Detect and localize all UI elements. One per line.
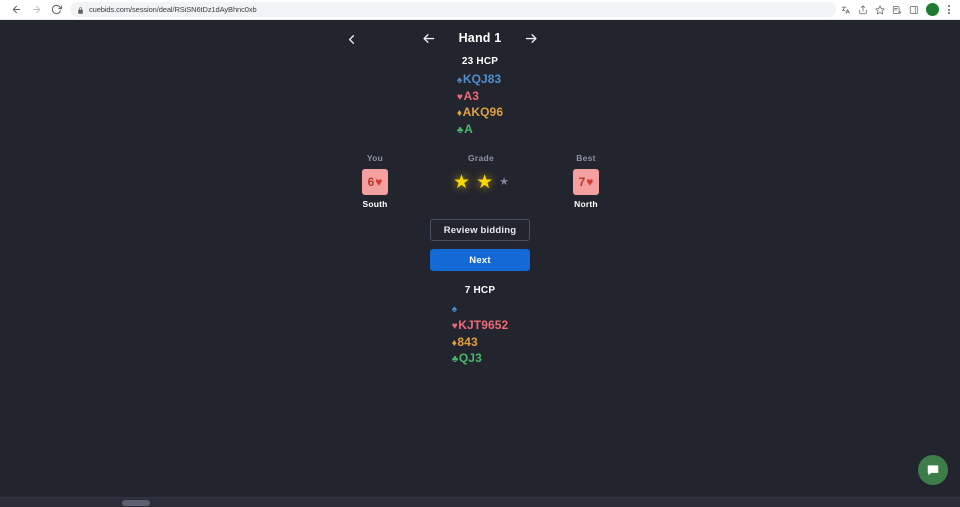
grade-star-filled-1: ★ <box>453 171 471 193</box>
north-suit-diamonds: ♦AKQ96 <box>457 105 503 122</box>
diamond-icon: ♦ <box>456 108 463 120</box>
best-contract-card[interactable]: 7 ♥ <box>573 169 599 196</box>
browser-actions <box>841 3 954 16</box>
browser-back-button[interactable] <box>6 1 26 19</box>
browser-forward-button[interactable] <box>26 1 46 19</box>
best-contract-level: 7 <box>578 175 586 190</box>
your-declarer-seat: South <box>362 199 388 210</box>
bookmark-star-icon[interactable] <box>875 4 885 15</box>
horizontal-scrollbar[interactable] <box>0 497 960 507</box>
review-bidding-button[interactable]: Review bidding <box>430 219 530 242</box>
grade-label: Grade <box>467 153 495 164</box>
previous-hand-icon[interactable] <box>419 28 439 48</box>
south-suit-hearts: ♥KJT9652 <box>452 318 509 335</box>
next-button[interactable]: Next <box>430 249 530 272</box>
best-declarer-seat: North <box>574 199 598 210</box>
grade-star-empty-3: ★ <box>499 175 509 188</box>
deal-header: Hand 1 <box>0 20 960 54</box>
club-icon: ♣ <box>451 354 459 366</box>
north-suit-hearts: ♥A3 <box>457 89 503 106</box>
browser-toolbar: cuebids.com/session/deal/RSiSN6tDz1dAyBh… <box>0 0 960 20</box>
south-suit-list: ♠ ♥KJT9652 ♦843 ♣QJ3 <box>452 301 509 367</box>
your-contract-level: 6 <box>367 175 375 190</box>
south-suit-spades: ♠ <box>452 301 509 318</box>
browser-reload-button[interactable] <box>46 1 66 19</box>
address-bar-url: cuebids.com/session/deal/RSiSN6tDz1dAyBh… <box>89 5 257 14</box>
north-clubs-cards: A <box>464 121 473 136</box>
south-hearts-cards: KJT9652 <box>458 317 509 332</box>
south-suit-diamonds: ♦843 <box>452 335 509 352</box>
diamond-icon: ♦ <box>451 337 457 349</box>
south-diamonds-cards: 843 <box>457 334 478 349</box>
north-spades-cards: KQJ83 <box>462 72 502 86</box>
north-hearts-cards: A3 <box>463 88 479 103</box>
grade-stars: ★ ★ ★ <box>453 169 509 195</box>
north-suit-spades: ♠KQJ83 <box>457 72 503 89</box>
kebab-menu-icon[interactable] <box>946 5 952 14</box>
lock-icon <box>77 1 84 19</box>
club-icon: ♣ <box>456 124 464 136</box>
chat-bubble-button[interactable] <box>918 455 948 485</box>
translate-icon[interactable] <box>841 5 851 15</box>
address-bar[interactable]: cuebids.com/session/deal/RSiSN6tDz1dAyBh… <box>70 2 836 17</box>
best-contract-block: Best 7 ♥ North <box>541 153 631 209</box>
profile-avatar[interactable] <box>926 3 939 16</box>
spade-icon: ♠ <box>451 304 458 316</box>
back-chevron-icon[interactable] <box>338 26 364 52</box>
heart-icon: ♥ <box>451 320 458 332</box>
action-buttons: Review bidding Next <box>0 219 960 272</box>
north-diamonds-cards: AKQ96 <box>462 105 504 120</box>
share-icon[interactable] <box>858 4 868 15</box>
your-contract-card[interactable]: 6 ♥ <box>362 169 388 196</box>
south-hand: 7 HCP ♠ ♥KJT9652 ♦843 ♣QJ3 <box>0 285 960 367</box>
north-hcp: 23 HCP <box>461 56 499 67</box>
south-clubs-cards: QJ3 <box>458 351 482 366</box>
your-contract-suit-icon: ♥ <box>375 175 383 190</box>
grade-star-filled-2: ★ <box>476 171 494 193</box>
hand-navigation: Hand 1 <box>0 28 960 48</box>
hand-title: Hand 1 <box>458 31 502 45</box>
spade-icon: ♠ <box>456 75 463 86</box>
grade-block: Grade ★ ★ ★ <box>436 153 526 195</box>
south-suit-clubs: ♣QJ3 <box>452 351 509 368</box>
north-suit-list: ♠KQJ83 ♥A3 ♦AKQ96 ♣A <box>457 72 503 138</box>
heart-icon: ♥ <box>456 91 463 103</box>
deal-page: Hand 1 23 HCP ♠KQJ83 ♥A3 ♦AKQ96 ♣A You <box>0 20 960 507</box>
south-hcp: 7 HCP <box>464 285 496 297</box>
horizontal-scrollbar-thumb[interactable] <box>122 500 150 506</box>
best-contract-label: Best <box>576 153 596 164</box>
side-panel-icon[interactable] <box>909 5 919 15</box>
reading-list-icon[interactable] <box>892 5 902 15</box>
chat-bubble-icon <box>927 465 939 476</box>
north-suit-clubs: ♣A <box>457 122 503 139</box>
your-contract-label: You <box>366 153 384 164</box>
north-hand: 23 HCP ♠KQJ83 ♥A3 ♦AKQ96 ♣A <box>0 56 960 138</box>
next-hand-icon[interactable] <box>521 28 541 48</box>
your-contract-block: You 6 ♥ South <box>330 153 420 209</box>
deal-summary: You 6 ♥ South Grade ★ ★ ★ Best 7 ♥ North <box>0 153 960 209</box>
best-contract-suit-icon: ♥ <box>586 175 594 190</box>
